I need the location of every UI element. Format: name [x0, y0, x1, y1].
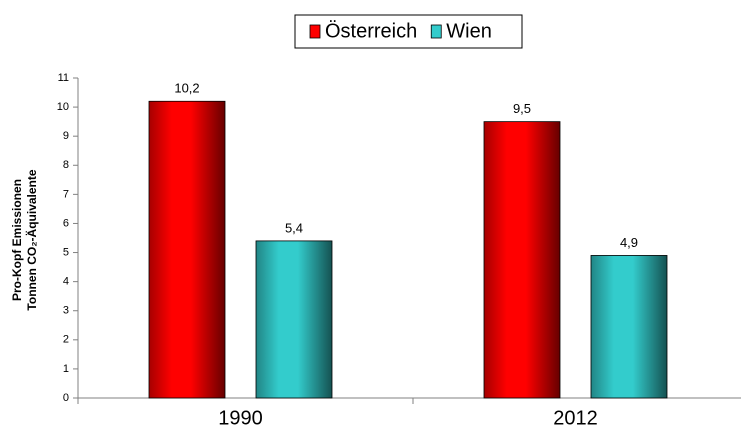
y-axis-title: Pro-Kopf Emissionen Tonnen CO₂-Äquivalen… — [10, 169, 39, 310]
y-tick-label: 8 — [63, 159, 69, 171]
y-tick-label: 2 — [63, 334, 69, 346]
y-tick-label: 4 — [63, 276, 69, 288]
y-axis-title-line: Pro-Kopf Emissionen — [10, 179, 24, 301]
y-tick-label: 0 — [63, 392, 69, 404]
y-tick-label: 3 — [63, 305, 69, 317]
value-label: 10,2 — [174, 81, 199, 96]
bar-shade — [256, 240, 332, 398]
value-label: 9,5 — [513, 101, 531, 116]
y-tick-label: 10 — [57, 101, 69, 113]
legend-label: Wien — [446, 20, 492, 42]
y-tick-label: 6 — [63, 217, 69, 229]
bar-shade — [591, 255, 667, 398]
value-label: 5,4 — [285, 220, 303, 235]
legend-swatch — [309, 24, 321, 39]
y-tick-label: 5 — [63, 246, 69, 258]
legend-label: Österreich — [325, 20, 417, 42]
bar-shade — [149, 101, 225, 398]
x-tick-label: 1990 — [218, 407, 263, 428]
y-tick-label: 1 — [63, 363, 69, 375]
legend: Österreich Wien — [309, 20, 492, 42]
x-tick-label: 2012 — [553, 407, 598, 428]
y-tick-label: 7 — [63, 188, 69, 200]
y-tick-label: 9 — [63, 130, 69, 142]
legend-swatch — [430, 24, 442, 39]
bar-shade — [484, 121, 560, 399]
y-axis-title-line: Tonnen CO₂-Äquivalente — [24, 169, 39, 310]
y-tick-label: 11 — [58, 72, 69, 84]
value-label: 4,9 — [620, 235, 638, 250]
legend-box — [294, 14, 523, 49]
